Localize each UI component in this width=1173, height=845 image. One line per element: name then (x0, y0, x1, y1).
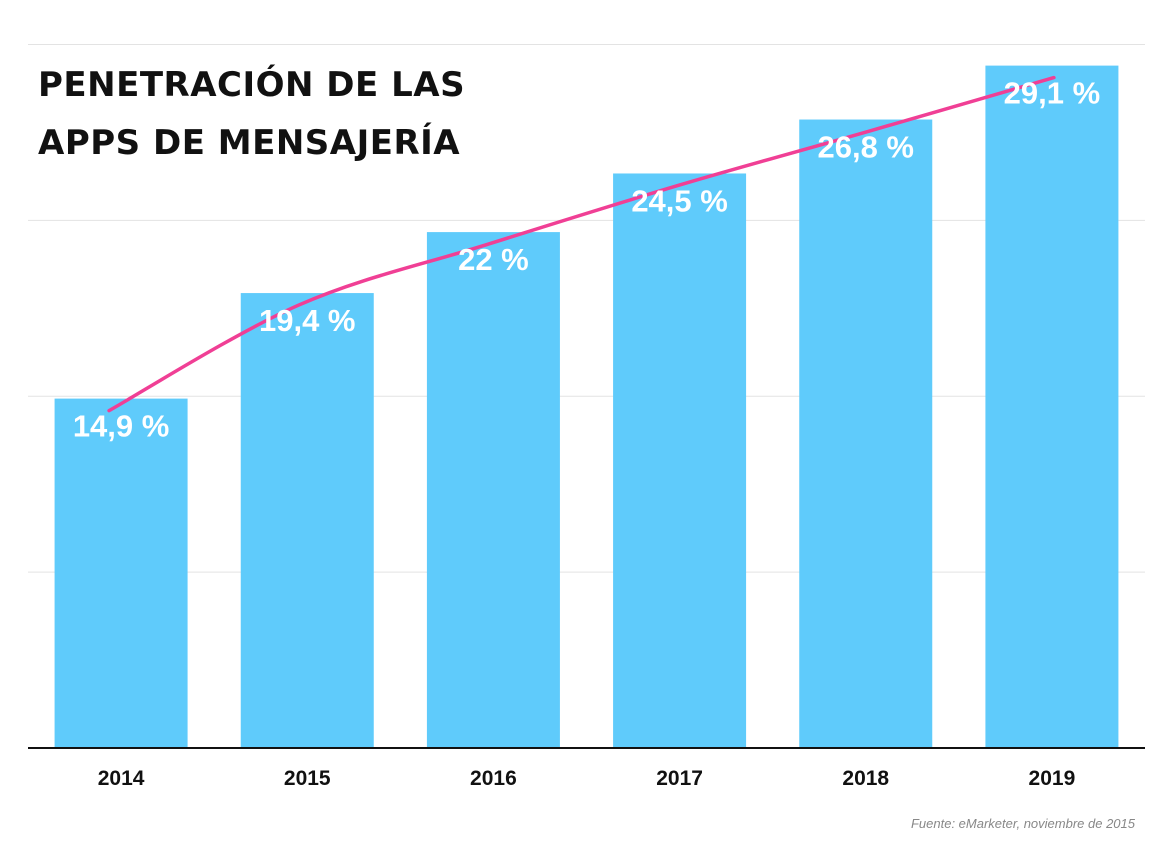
trend-line (107, 75, 1056, 413)
bar-2018 (799, 119, 933, 749)
chart-title-line-1: PENETRACIÓN DE LAS (38, 65, 466, 105)
trendline-group (107, 75, 1056, 413)
gridlines (28, 44, 1145, 573)
x-axis: 2014 2015 2016 2017 2018 2019 (28, 747, 1145, 790)
x-tick-label-2016: 2016 (470, 767, 517, 790)
bar-2016 (426, 232, 560, 749)
chart-title-line-2: APPS DE MENSAJERÍA (38, 123, 461, 163)
data-label-2015: 19,4 % (259, 303, 356, 338)
bar-2019 (985, 65, 1119, 749)
data-label-2014: 14,9 % (73, 409, 170, 444)
data-label-2017: 24,5 % (631, 183, 728, 218)
x-tick-label-2019: 2019 (1029, 767, 1076, 790)
bar-2014 (54, 398, 188, 748)
data-label-2019: 29,1 % (1004, 76, 1101, 111)
bars (54, 65, 1119, 749)
x-tick-label-2015: 2015 (284, 767, 331, 790)
chart-title: PENETRACIÓN DE LAS APPS DE MENSAJERÍA (38, 56, 465, 172)
source-note: Fuente: eMarketer, noviembre de 2015 (910, 816, 1135, 831)
bar-2017 (613, 173, 747, 749)
data-labels: 14,9 % 19,4 % 22 % 24,5 % 26,8 % 29,1 % (73, 76, 1100, 444)
x-tick-label-2017: 2017 (656, 767, 703, 790)
data-label-2018: 26,8 % (817, 130, 914, 165)
x-tick-label-2018: 2018 (842, 767, 889, 790)
x-tick-label-2014: 2014 (98, 767, 145, 790)
bar-2015 (240, 293, 374, 748)
data-label-2016: 22 % (458, 242, 529, 277)
